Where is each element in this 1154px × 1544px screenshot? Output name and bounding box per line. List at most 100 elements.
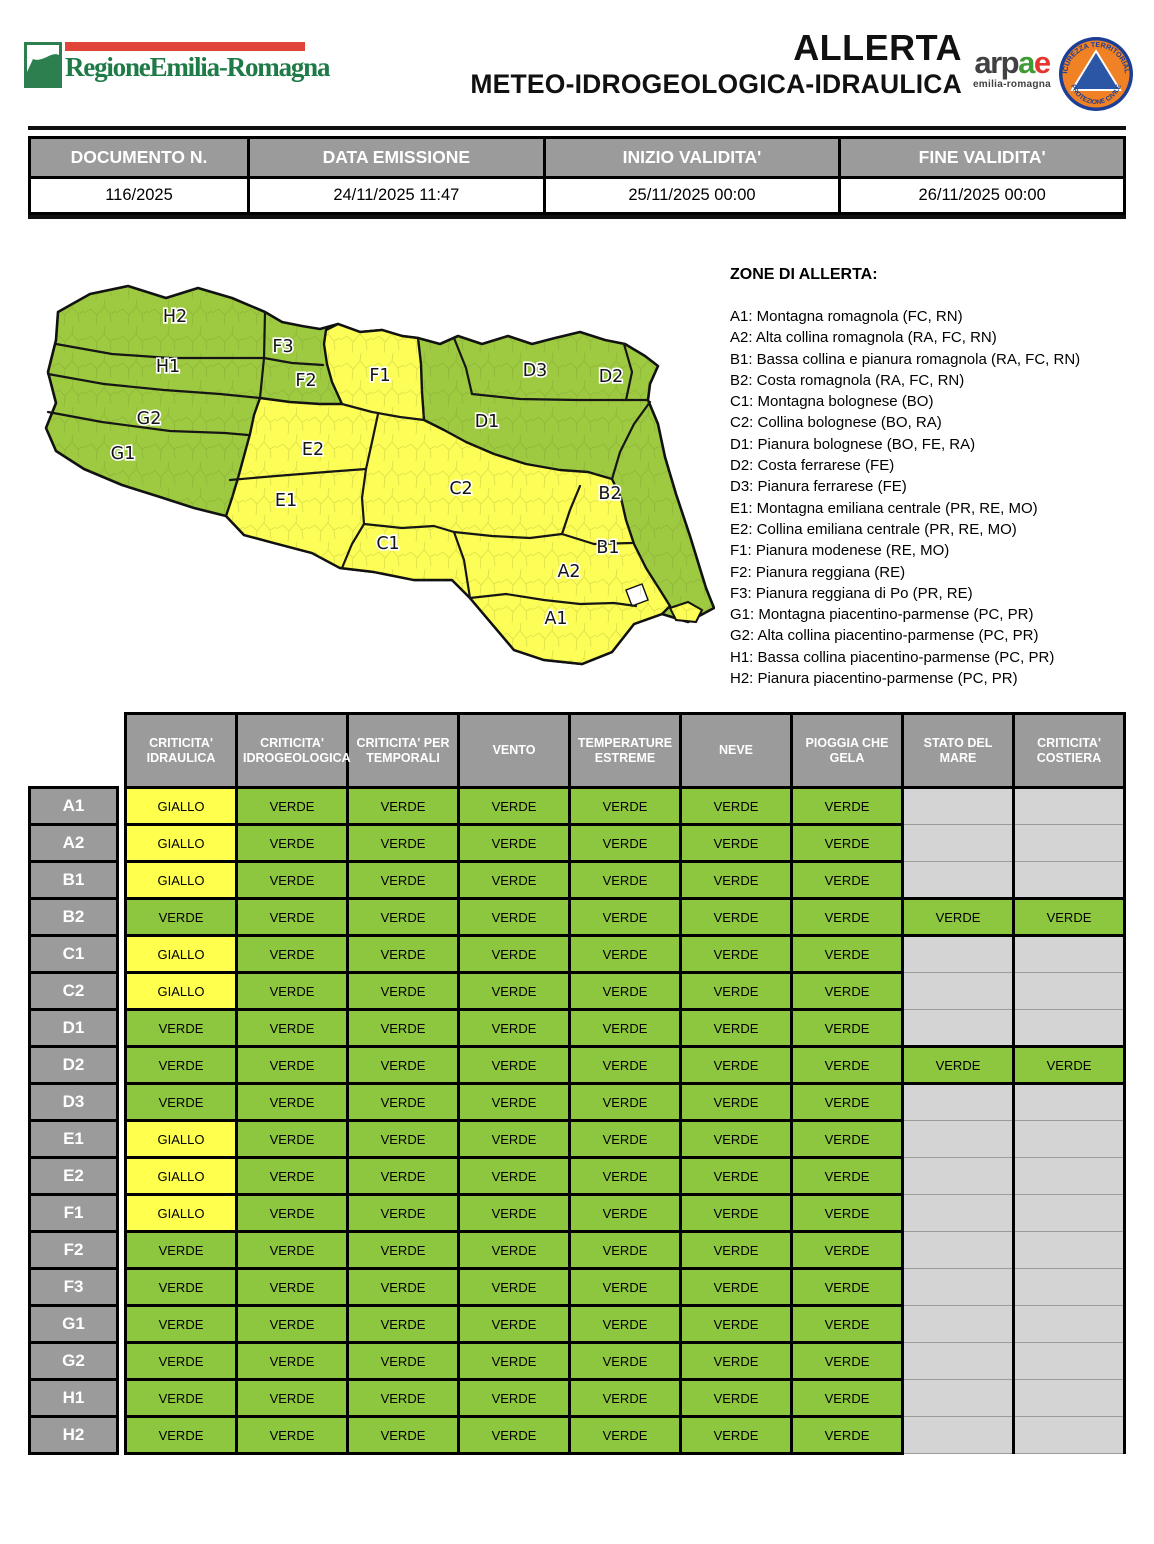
column-header: CRITICITA' IDRAULICA (124, 712, 238, 789)
zone-legend-item: F1: Pianura modenese (RE, MO) (730, 542, 950, 560)
zone-legend-item: A2: Alta collina romagnola (RA, FC, RN) (730, 329, 997, 347)
map-zone-label-E1: E1 (275, 491, 297, 511)
alert-row-F1: F1 GIALLO VERDE VERDE VERDE VERDE VERDE VERDE (28, 1193, 1126, 1233)
alert-cell: VERDE (346, 934, 460, 974)
alert-cell: VERDE (790, 897, 904, 937)
alert-cell: VERDE (235, 860, 349, 900)
alert-cell: GIALLO (124, 860, 238, 900)
alert-cell: VERDE (235, 1341, 349, 1381)
zone-row-label: F1 (28, 1193, 119, 1233)
regione-logo-wordmark: RegioneEmilia-Romagna (65, 52, 330, 82)
alert-row-D3: D3 VERDE VERDE VERDE VERDE VERDE VERDE VERDE (28, 1082, 1126, 1122)
alert-cell: VERDE (235, 1378, 349, 1418)
alert-cell: VERDE (346, 823, 460, 863)
alert-cell: VERDE (235, 1193, 349, 1233)
alert-table-header-row: CRITICITA' IDRAULICA CRITICITA' IDROGEOLO… (29, 712, 1126, 789)
alert-cell: VERDE (679, 1304, 793, 1344)
alert-cell: VERDE (457, 1045, 571, 1085)
spacer-cell (117, 1157, 126, 1195)
alert-cell: VERDE (235, 1304, 349, 1344)
alert-cell: GIALLO (124, 971, 238, 1011)
map-zone-label-D2: D2 (599, 367, 624, 387)
alert-cell: VERDE (235, 1045, 349, 1085)
corner-cell (29, 713, 118, 788)
zone-row-label: D1 (28, 1008, 119, 1048)
alert-cell: VERDE (679, 897, 793, 937)
alert-cell (1012, 935, 1126, 973)
alert-cell: VERDE (901, 897, 1015, 937)
alert-cell: VERDE (790, 860, 904, 900)
alert-cell: VERDE (124, 1267, 238, 1307)
alert-cell: VERDE (568, 1082, 682, 1122)
alert-cell: VERDE (346, 1378, 460, 1418)
doc-emission-value: 24/11/2025 11:47 (247, 176, 546, 215)
alert-cell: VERDE (568, 1045, 682, 1085)
spacer-cell (117, 1305, 126, 1343)
spacer-cell (117, 972, 126, 1010)
alert-cell (901, 1342, 1015, 1380)
page-title: ALLERTA (793, 27, 962, 68)
zone-legend-item: C1: Montagna bolognese (BO) (730, 393, 934, 411)
alert-cell: VERDE (679, 823, 793, 863)
alert-cell: VERDE (568, 1267, 682, 1307)
spacer-cell (117, 1416, 126, 1454)
spacer-cell (117, 1120, 126, 1158)
alert-cell (1012, 1416, 1126, 1454)
alert-cell (901, 1231, 1015, 1269)
zone-row-label: H2 (28, 1415, 119, 1455)
regione-logo-red-bar (65, 42, 305, 51)
map-zone-label-H2: H2 (163, 307, 187, 327)
zone-row-label: D3 (28, 1082, 119, 1122)
map-zone-label-B1: B1 (596, 538, 619, 558)
alert-zones-map: A1 A2 B1 B2 C1 C2 D1 D2 D3 E1 E2 F1 F2 F3 G1 G2 H1 H2 (20, 272, 716, 672)
alert-cell: VERDE (457, 860, 571, 900)
regione-logo-text-block: RegioneEmilia-Romagna (65, 42, 330, 82)
alert-cell: VERDE (457, 897, 571, 937)
alert-cell: VERDE (790, 1267, 904, 1307)
alert-cell: VERDE (679, 934, 793, 974)
alert-cell: VERDE (235, 1119, 349, 1159)
alert-cell: VERDE (790, 823, 904, 863)
map-zone-label-F1: F1 (369, 366, 390, 386)
alert-cell (1012, 824, 1126, 862)
alert-cell: VERDE (790, 1045, 904, 1085)
alert-cell (1012, 1379, 1126, 1417)
spacer-cell (117, 1194, 126, 1232)
alert-cell (1012, 1268, 1126, 1306)
alert-cell: VERDE (679, 1341, 793, 1381)
map-zone-label-D1: D1 (475, 412, 500, 432)
arpae-wordmark: arpae (970, 47, 1054, 78)
alert-cell: GIALLO (124, 786, 238, 826)
zone-row-label: E2 (28, 1156, 119, 1196)
alert-cell: VERDE (568, 786, 682, 826)
alert-cell: VERDE (346, 1304, 460, 1344)
alert-cell (901, 1379, 1015, 1417)
column-header: STATO DEL MARE (901, 712, 1015, 789)
alert-cell (1012, 787, 1126, 825)
alert-row-F3: F3 VERDE VERDE VERDE VERDE VERDE VERDE VERDE (28, 1267, 1126, 1307)
alert-row-E1: E1 GIALLO VERDE VERDE VERDE VERDE VERDE VERDE (28, 1119, 1126, 1159)
alert-cell: VERDE (457, 1304, 571, 1344)
map-zone-label-A1: A1 (544, 609, 567, 629)
alert-cell: VERDE (568, 823, 682, 863)
column-header: CRITICITA' PER TEMPORALI (346, 712, 460, 789)
column-header: CRITICITA' COSTIERA (1012, 712, 1126, 789)
alert-cell: VERDE (235, 1082, 349, 1122)
zone-row-label: A2 (28, 823, 119, 863)
alert-row-B1: B1 GIALLO VERDE VERDE VERDE VERDE VERDE VERDE (28, 860, 1126, 900)
alert-cell: VERDE (679, 1119, 793, 1159)
regione-logo-icon (24, 42, 62, 88)
doc-info-value-row: 116/2025 24/11/2025 11:47 25/11/2025 00:… (28, 176, 1126, 215)
alert-cell (901, 972, 1015, 1010)
alert-cell: VERDE (679, 1156, 793, 1196)
alert-cell: VERDE (568, 1230, 682, 1270)
alert-row-C2: C2 GIALLO VERDE VERDE VERDE VERDE VERDE VERDE (28, 971, 1126, 1011)
alert-cell: VERDE (790, 1193, 904, 1233)
alert-cell: VERDE (124, 1045, 238, 1085)
alert-cell: VERDE (346, 1045, 460, 1085)
alert-cell: VERDE (457, 934, 571, 974)
alert-cell: VERDE (790, 1341, 904, 1381)
alert-cell (1012, 1194, 1126, 1232)
spacer-cell (117, 1046, 126, 1084)
